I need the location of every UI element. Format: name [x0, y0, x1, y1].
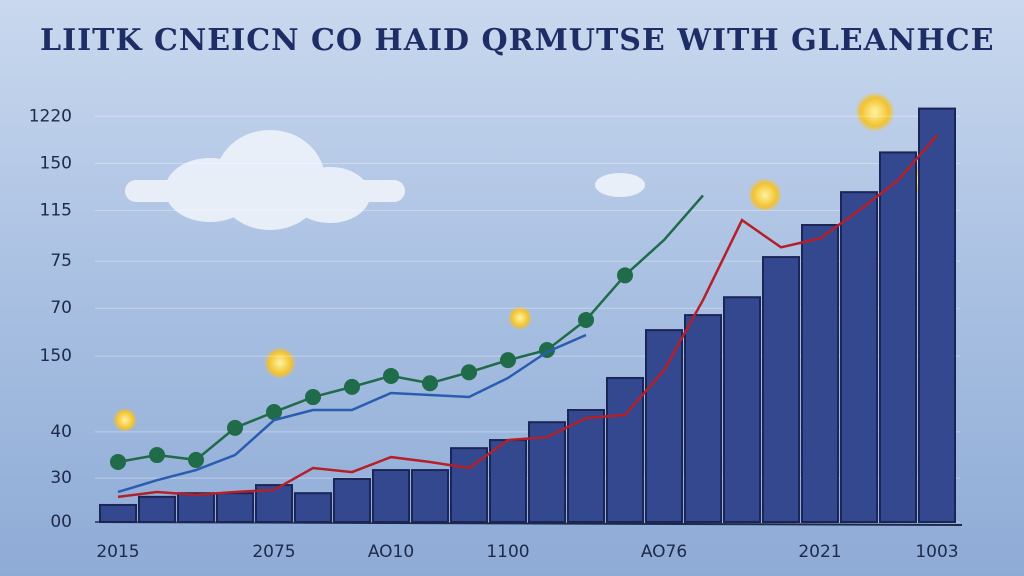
x-tick-label: 1100 [486, 542, 529, 562]
marker [578, 311, 594, 328]
marker [188, 451, 204, 468]
bar [723, 296, 761, 523]
x-tick-label: 2021 [798, 542, 841, 562]
bar [216, 492, 254, 523]
line-series [117, 333, 587, 494]
bar [294, 492, 332, 523]
bar [567, 409, 605, 523]
bar [489, 439, 527, 523]
bar [411, 469, 449, 523]
x-tick-label: AO76 [641, 542, 687, 562]
y-tick-label: 40 [50, 422, 72, 442]
marker [110, 453, 126, 470]
y-tick-label: 00 [50, 512, 72, 532]
marker [266, 404, 282, 421]
bar [879, 151, 917, 523]
bar [99, 503, 137, 523]
y-tick-label: 1220 [29, 106, 72, 126]
y-tick-label: 115 [40, 200, 72, 220]
x-tick-label: 2015 [96, 542, 139, 562]
marker [305, 389, 321, 406]
bar [645, 329, 683, 523]
bar [684, 314, 722, 524]
bar [801, 224, 839, 523]
chart-title: LIITK CNEICN CO HAID QRMUTSE WITH GLEANH… [40, 23, 994, 58]
cloud [125, 130, 645, 230]
x-tick-label: 1003 [915, 542, 958, 562]
marker [422, 375, 438, 392]
y-tick-label: 30 [50, 468, 72, 488]
line-series [117, 134, 938, 499]
bar [840, 191, 878, 523]
bar [918, 107, 956, 523]
y-tick-label: 150 [40, 346, 72, 366]
bar [762, 256, 800, 523]
y-tick-label: 70 [50, 298, 72, 318]
bar [177, 492, 215, 523]
marker [617, 267, 633, 284]
line-series [117, 194, 704, 464]
marker [344, 378, 360, 395]
bar [138, 495, 176, 523]
marker [149, 447, 165, 464]
marker [383, 367, 399, 384]
marker [227, 419, 243, 436]
bar [372, 469, 410, 523]
x-tick-label: AO10 [368, 542, 414, 562]
y-tick-label: 75 [50, 251, 72, 271]
y-tick-label: 150 [40, 153, 72, 173]
bar [333, 477, 371, 524]
marker [461, 364, 477, 381]
marker [500, 352, 516, 369]
x-tick-label: 2075 [252, 542, 295, 562]
